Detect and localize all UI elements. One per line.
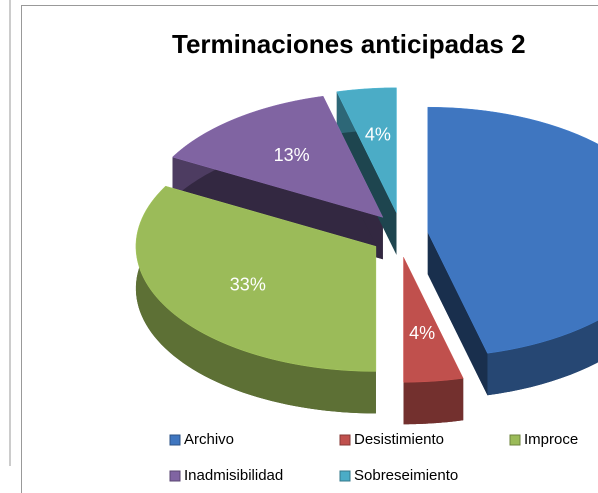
legend-swatch	[169, 434, 181, 446]
pie-slice	[172, 95, 384, 218]
legend-label: Archivo	[184, 431, 234, 448]
slice-wall	[403, 378, 464, 425]
slice-inner-wall	[427, 232, 488, 396]
legend-label: Improce	[524, 431, 578, 448]
legend-swatch	[509, 434, 521, 446]
data-label: 13%	[274, 145, 310, 165]
legend-swatch	[169, 470, 181, 482]
slice-wall	[135, 186, 376, 414]
pie-slice	[427, 106, 598, 354]
pie-slice	[135, 185, 377, 372]
legend-label: Inadmisibilidad	[184, 467, 283, 484]
pie-slice	[403, 257, 464, 383]
slice-inner-wall	[336, 91, 397, 255]
data-label: 4%	[409, 323, 435, 343]
chart-title: Terminaciones anticipadas 2	[172, 29, 526, 59]
legend-swatch	[339, 470, 351, 482]
pie-tops: 4% 33% 13% 4%	[135, 87, 598, 383]
data-label: 4%	[365, 125, 391, 145]
legend-swatch	[339, 434, 351, 446]
data-label: 33%	[230, 275, 266, 295]
chart-border	[21, 5, 598, 493]
legend-label: Desistimiento	[354, 431, 444, 448]
pie-slice	[336, 87, 397, 213]
legend-label: Sobreseimiento	[354, 467, 458, 484]
